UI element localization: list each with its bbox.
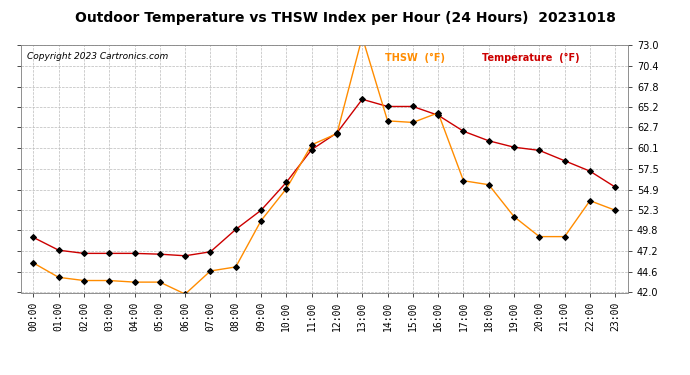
- Point: [28, 234, 39, 240]
- Point: [205, 268, 216, 274]
- Point: [433, 110, 444, 116]
- Point: [129, 251, 140, 257]
- Point: [382, 118, 393, 124]
- Point: [230, 264, 241, 270]
- Point: [53, 247, 64, 253]
- Text: Temperature  (°F): Temperature (°F): [482, 53, 580, 63]
- Point: [559, 158, 570, 164]
- Point: [28, 260, 39, 266]
- Point: [458, 128, 469, 134]
- Point: [79, 278, 90, 284]
- Point: [382, 104, 393, 110]
- Point: [483, 138, 494, 144]
- Point: [357, 34, 368, 40]
- Point: [281, 186, 292, 192]
- Point: [584, 168, 595, 174]
- Point: [53, 274, 64, 280]
- Point: [559, 234, 570, 240]
- Point: [610, 184, 621, 190]
- Point: [509, 214, 520, 220]
- Point: [331, 130, 342, 136]
- Point: [331, 130, 342, 136]
- Text: Copyright 2023 Cartronics.com: Copyright 2023 Cartronics.com: [27, 53, 168, 62]
- Point: [458, 178, 469, 184]
- Point: [509, 144, 520, 150]
- Point: [433, 112, 444, 118]
- Point: [179, 253, 190, 259]
- Point: [534, 147, 545, 153]
- Text: THSW  (°F): THSW (°F): [385, 53, 445, 63]
- Point: [230, 226, 241, 232]
- Point: [155, 251, 166, 257]
- Point: [306, 142, 317, 148]
- Point: [281, 179, 292, 185]
- Point: [483, 182, 494, 188]
- Point: [357, 96, 368, 102]
- Point: [610, 207, 621, 213]
- Point: [179, 291, 190, 297]
- Point: [255, 207, 266, 213]
- Point: [407, 104, 418, 110]
- Text: Outdoor Temperature vs THSW Index per Hour (24 Hours)  20231018: Outdoor Temperature vs THSW Index per Ho…: [75, 11, 615, 25]
- Point: [104, 278, 115, 284]
- Point: [534, 234, 545, 240]
- Point: [79, 251, 90, 257]
- Point: [129, 279, 140, 285]
- Point: [584, 198, 595, 204]
- Point: [205, 249, 216, 255]
- Point: [104, 251, 115, 257]
- Point: [407, 120, 418, 126]
- Point: [306, 147, 317, 153]
- Point: [255, 217, 266, 223]
- Point: [155, 279, 166, 285]
